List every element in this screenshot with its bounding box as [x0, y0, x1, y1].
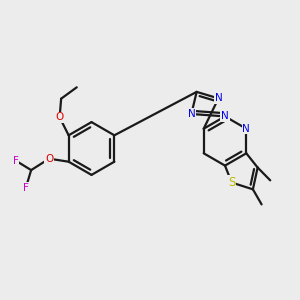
Text: N: N [242, 124, 250, 134]
Text: O: O [45, 154, 53, 164]
Text: N: N [188, 109, 195, 119]
Text: S: S [228, 176, 235, 189]
Text: F: F [13, 155, 19, 166]
Text: O: O [56, 112, 64, 122]
Text: N: N [214, 93, 222, 103]
Text: F: F [23, 183, 29, 193]
Text: N: N [221, 111, 229, 122]
